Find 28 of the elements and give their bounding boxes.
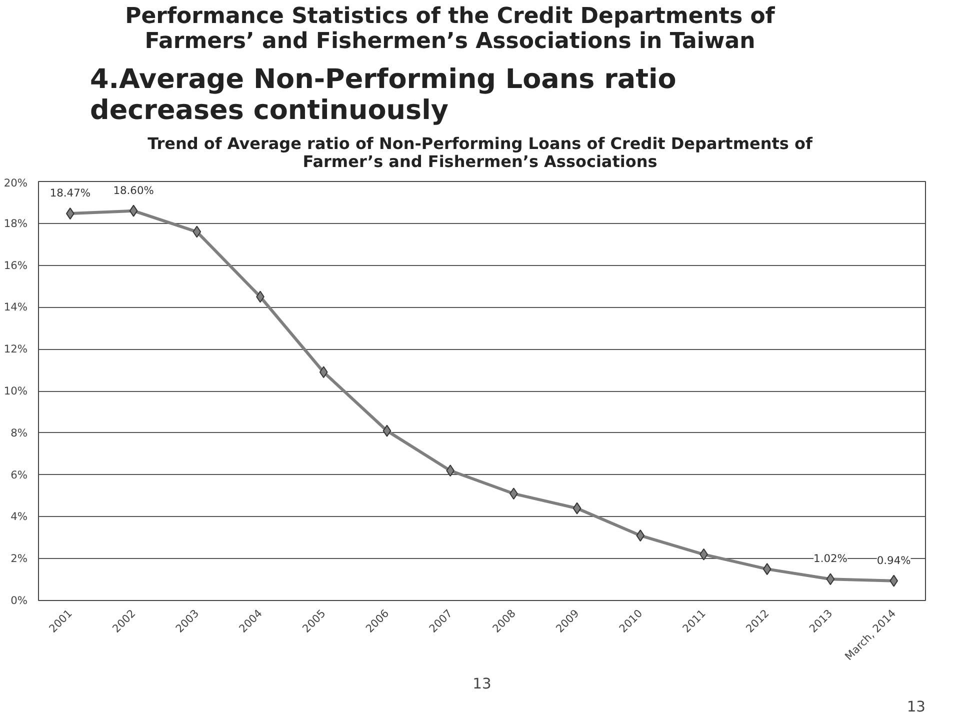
point [192, 226, 202, 238]
y-tick-label: 20% [4, 176, 28, 190]
y-tick-label: 14% [4, 301, 28, 314]
y-tick-label: 2% [10, 552, 28, 566]
y-tick-label: 10% [4, 384, 28, 398]
text: 13 [472, 676, 492, 693]
y-tick-label: 16% [4, 259, 28, 272]
chart-subtitle: 4.Average Non-Performing Loans ratio decreases continuously [90, 64, 678, 126]
y-tick-label: 4% [10, 510, 28, 524]
y-tick-label: 12% [4, 343, 28, 356]
text: Trend of Average ratio of Non-Performing Loans of Credit Departments of Farmer’s and Fishermen’s Associations [146, 134, 814, 172]
text: 13 [906, 698, 926, 716]
point [572, 502, 582, 515]
chart-title: Performance Statistics of the Credit Departments of Farmers’ and Fishermen’s Associations in Taiwan [124, 4, 776, 55]
y-tick-label: 6% [10, 468, 28, 482]
point [636, 530, 645, 542]
point [319, 366, 328, 379]
data-label: 1.02% [814, 552, 848, 566]
y-tick-label: 18% [4, 217, 28, 230]
point [762, 564, 772, 576]
data-label: 18.60% [113, 184, 154, 198]
point [826, 574, 835, 586]
y-tick-label: 8% [10, 426, 28, 440]
data-label: 18.47% [50, 187, 91, 200]
data-label: 0.94% [876, 554, 911, 568]
point [129, 205, 138, 218]
y-tick-label: 0% [10, 594, 28, 608]
point [382, 425, 392, 438]
